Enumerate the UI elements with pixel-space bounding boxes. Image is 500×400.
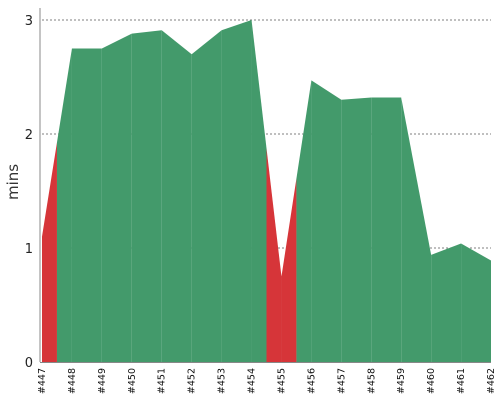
area-segment [341,97,372,363]
area-segment [296,80,312,363]
area-segment [56,48,72,362]
area-segment [461,243,491,362]
x-tick-label: #459 [396,368,407,394]
x-tick-label: #458 [366,368,377,394]
y-tick-label: 0 [25,356,33,371]
y-tick-label: 2 [25,128,33,143]
x-tick-label: #461 [456,368,467,394]
area-segment [401,97,432,363]
area-segment [431,243,462,362]
x-tick-label: #452 [187,368,198,394]
area-segment [251,20,267,362]
x-tick-label: #454 [247,368,258,394]
y-tick-label: 3 [25,14,33,29]
area-segment [266,148,282,362]
area-segment [42,142,57,362]
x-tick-labels: #447 #448 #449 #450 #451 #452 #453 #454 #455 #456… [37,368,497,394]
area-segment [221,20,252,362]
area-segment [71,48,102,362]
area-segment [311,80,342,363]
y-axis-label: mins [4,164,22,200]
area-segment [131,30,162,362]
area-segments [42,20,491,363]
y-tick-label: 1 [25,242,33,257]
x-tick-label: #455 [276,368,287,394]
area-segment [101,33,132,363]
area-segment [191,30,222,362]
x-tick-label: #456 [306,368,317,394]
x-tick-label: #453 [217,368,228,394]
x-tick-label: #462 [486,368,497,394]
x-tick-label: #460 [426,368,437,394]
area-segment [161,30,192,362]
x-tick-label: #450 [127,368,138,394]
x-tick-label: #448 [67,368,78,394]
x-tick-label: #447 [37,368,48,394]
area-segment [371,97,402,363]
x-tick-label: #451 [157,368,168,394]
y-tick-labels: 0 1 2 3 [25,14,33,371]
axes [39,8,491,363]
x-tick-label: #449 [97,368,108,394]
x-tick-label: #457 [336,368,347,394]
area-segment [281,178,297,362]
